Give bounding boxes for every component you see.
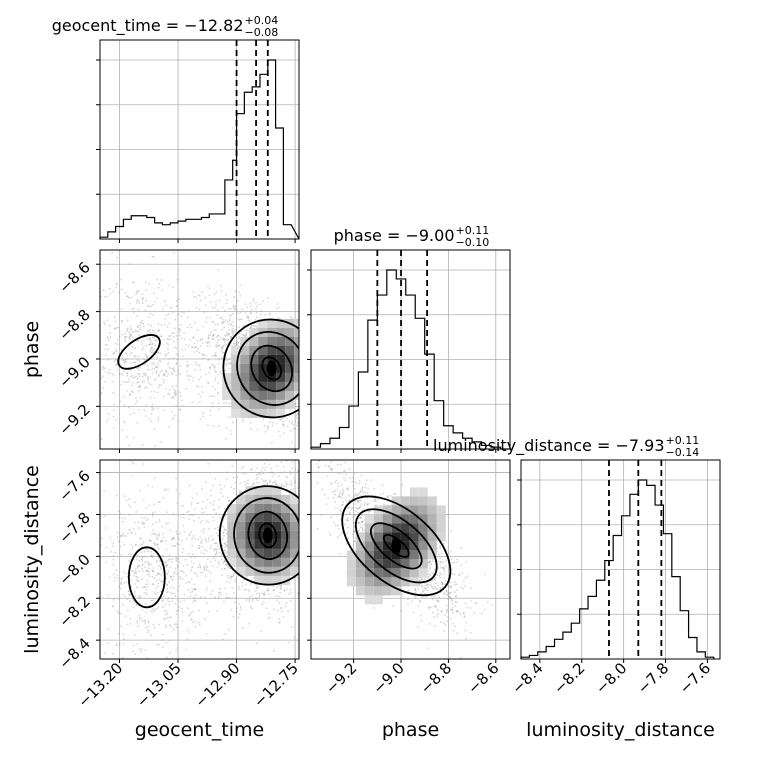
y-tick-label: −8.2 (55, 592, 93, 630)
y-tick-label: −8.6 (55, 258, 93, 296)
contour-peak (262, 527, 273, 544)
y-tick-label: −8.4 (55, 634, 93, 672)
y-axis-label: luminosity_distance (21, 465, 43, 654)
sample-points (100, 460, 299, 659)
title-upper-error: +0.11 (666, 434, 700, 447)
panel-content (100, 460, 299, 659)
density-contours (127, 485, 299, 609)
hist-panel-phase: phase = −9.00 +0.11−0.10 (307, 224, 511, 453)
contour-peak (391, 537, 402, 554)
y-tick-label: −9.0 (55, 353, 93, 391)
axes-frame (99, 249, 300, 450)
title-lower-error: −0.10 (456, 236, 490, 249)
density-contours (341, 495, 452, 597)
title-text: luminosity_distance = −7.93 (433, 436, 664, 456)
x-tick-label: −7.8 (634, 659, 672, 697)
x-tick-label: −13.20 (74, 659, 126, 711)
contour-peak (266, 360, 277, 377)
axes-frame (310, 249, 511, 450)
contour-level (250, 344, 294, 393)
contour-level (370, 522, 423, 570)
y-tick-label: −7.6 (55, 467, 93, 505)
hist-title: phase = −9.00 +0.11−0.10 (334, 224, 490, 249)
title-text: phase = −9.00 (334, 226, 455, 245)
y-axis-label: phase (21, 321, 43, 378)
x-tick-label: −8.2 (550, 659, 588, 697)
scatter-panel-geocent_time-vs-luminosity_distance: −13.20 −13.05 −12.90 −12.75 −8.4 −8.2 −8.0−7.8… (21, 459, 302, 741)
contour-level (222, 318, 299, 419)
contour-level (354, 508, 438, 584)
x-tick-label: −8.0 (592, 659, 630, 697)
x-tick-label: −8.6 (464, 659, 502, 697)
x-tick-label: −12.90 (191, 659, 243, 711)
y-tick-label: −8.0 (55, 550, 93, 588)
axes-frame (310, 459, 511, 660)
y-tick-label: −9.2 (55, 400, 93, 438)
x-tick-label: −9.0 (369, 659, 407, 697)
contour-secondary (127, 546, 166, 609)
x-tick-label: −8.4 (508, 659, 546, 697)
y-tick-label: −7.8 (55, 509, 93, 547)
x-axis-label: geocent_time (135, 719, 264, 741)
histogram-steps (310, 269, 510, 450)
axes-frame (520, 459, 721, 660)
panels: geocent_time = −12.82 +0.04−0.08 phase = −… (21, 14, 721, 741)
x-tick-label: −9.2 (322, 659, 360, 697)
histogram-steps (520, 479, 715, 659)
hist-title: luminosity_distance = −7.93 +0.11−0.14 (433, 434, 699, 459)
title-upper-error: +0.11 (456, 224, 490, 237)
x-tick-label: −7.6 (676, 659, 714, 697)
x-axis-label: luminosity_distance (526, 719, 715, 741)
contour-level (233, 497, 299, 574)
contour-level (382, 533, 410, 558)
contour-level (247, 510, 289, 560)
contour-level (236, 331, 299, 406)
sample-points (100, 251, 299, 449)
panel-content (311, 460, 494, 659)
x-tick-label: −13.05 (133, 659, 185, 711)
x-tick-label: −12.75 (250, 659, 302, 711)
x-tick-label: −8.8 (417, 659, 455, 697)
x-axis-label: phase (382, 719, 439, 741)
title-upper-error: +0.04 (245, 14, 279, 27)
contour-secondary (117, 334, 161, 370)
contour-level (261, 356, 282, 381)
contour-level (258, 522, 278, 549)
hist-panel-geocent_time: geocent_time = −12.82 +0.04−0.08 (52, 14, 300, 243)
title-lower-error: −0.08 (245, 26, 279, 39)
contour-level (218, 485, 299, 586)
title-lower-error: −0.14 (666, 446, 700, 459)
scatter-panel-phase-vs-luminosity_distance: −9.2 −9.0 −8.8 −8.6 phase (307, 459, 511, 741)
hist-title: geocent_time = −12.82 +0.04−0.08 (52, 14, 279, 39)
y-tick-label: −8.8 (55, 306, 93, 344)
density-contours (117, 318, 299, 419)
histogram-steps (99, 59, 300, 240)
axes-frame (99, 459, 300, 660)
contour-level (341, 495, 452, 597)
axes-frame (99, 39, 300, 240)
scatter-panel-geocent_time-vs-phase: −9.2 −9.0 −8.8 −8.6 phase (21, 249, 300, 453)
title-text: geocent_time = −12.82 (52, 16, 244, 36)
panel-content (100, 251, 299, 449)
